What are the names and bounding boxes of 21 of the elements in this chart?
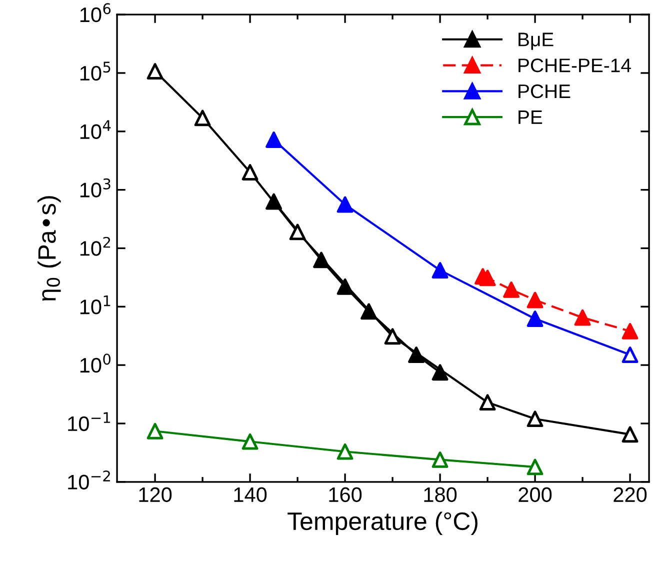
y-tick-label: 10$^{0}$	[80, 354, 111, 373]
y-tick-label: 10$^{3}$	[80, 178, 110, 198]
legend-label: PE	[518, 110, 542, 124]
x-tick-label: 160	[329, 487, 362, 502]
y-tick-label: 10$^{5}$	[80, 62, 110, 81]
y-tick-label: 10$^{6}$	[80, 3, 111, 22]
x-axis-title: Temperature (°C)	[288, 512, 478, 536]
x-tick-label: 220	[614, 487, 647, 502]
x-tick-label: 200	[518, 487, 552, 502]
y-tick-label: 10$^{1}$	[80, 295, 110, 314]
legend-label: PCHE-PE-14	[518, 58, 631, 72]
legend-label: PCHE	[518, 84, 570, 98]
x-tick-label: 120	[139, 487, 172, 502]
y-tick-label: 10$^{−1}$	[68, 412, 110, 432]
x-tick-label: 180	[424, 487, 457, 502]
y-axis-title: η$_{0}$ (Pa•s)	[38, 196, 61, 301]
legend-label: BμE	[518, 32, 554, 50]
y-tick-label: 10$^{2}$	[80, 236, 110, 256]
x-tick-label: 140	[234, 487, 267, 502]
y-tick-label: 10$^{4}$	[80, 120, 111, 140]
y-tick-label: 10$^{−2}$	[68, 470, 110, 490]
